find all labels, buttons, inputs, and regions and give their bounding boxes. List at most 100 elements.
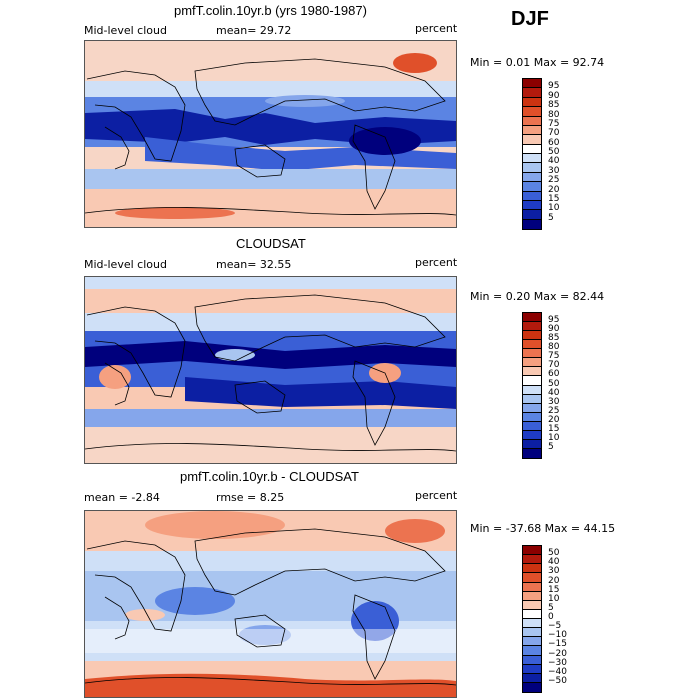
colorbar-tick-label: 90 [548,90,560,101]
colorbar-swatch [523,331,541,341]
colorbar-tick-label: 70 [548,360,560,371]
colorbar-tick-label: 60 [548,369,560,380]
colorbar-tick-label: −40 [548,666,567,677]
colorbar-swatch [523,358,541,368]
colorbar-tick-label: 15 [548,423,560,434]
panel-2-colorbar [522,312,542,459]
colorbar-tick-label: 40 [548,156,560,167]
colorbar-swatch [523,219,541,229]
colorbar-swatch [523,394,541,404]
colorbar-swatch [523,421,541,431]
colorbar-tick-label: 30 [548,165,560,176]
colorbar-swatch [523,664,541,674]
colorbar-tick-label: 5 [548,602,554,613]
colorbar-swatch [523,439,541,449]
colorbar-swatch [523,340,541,350]
colorbar-swatch [523,655,541,665]
colorbar-swatch [523,564,541,574]
colorbar-swatch [523,107,541,117]
panel-3-units-label: percent [415,489,458,502]
colorbar-tick-label: 5 [548,212,554,223]
colorbar-tick-label: 10 [548,203,560,214]
colorbar-tick-label: 95 [548,81,560,92]
colorbar-tick-label: 75 [548,118,560,129]
colorbar-tick-label: −20 [548,648,567,659]
colorbar-tick-label: 70 [548,128,560,139]
colorbar-swatch [523,182,541,192]
colorbar-swatch [523,637,541,647]
colorbar-swatch [523,376,541,386]
colorbar-tick-label: 10 [548,432,560,443]
colorbar-tick-label: −10 [548,630,567,641]
colorbar-tick-label: 85 [548,333,560,344]
colorbar-swatch [523,163,541,173]
panel-1-variable-label: Mid-level cloud [84,24,167,37]
colorbar-tick-label: 85 [548,100,560,111]
panel-1-units-label: percent [415,22,458,35]
colorbar-tick-label: 15 [548,584,560,595]
colorbar-swatch [523,125,541,136]
colorbar-tick-label: 60 [548,137,560,148]
colorbar-swatch [523,116,541,126]
panel-1-title: pmfT.colin.10yr.b (yrs 1980-1987) [174,3,367,18]
colorbar-swatch [523,600,541,610]
colorbar-tick-label: 25 [548,175,560,186]
panel-3-rmse-label: rmse = 8.25 [216,491,285,504]
colorbar-swatch [523,403,541,413]
colorbar-swatch [523,646,541,656]
colorbar-swatch [523,135,541,145]
colorbar-swatch [523,144,541,154]
colorbar-tick-label: 80 [548,342,560,353]
colorbar-tick-label: 25 [548,405,560,416]
colorbar-tick-label: 50 [548,378,560,389]
colorbar-swatch [523,430,541,440]
season-label: DJF [511,8,549,30]
colorbar-tick-label: 75 [548,351,560,362]
colorbar-swatch [523,322,541,332]
colorbar-tick-label: −50 [548,675,567,686]
colorbar-tick-label: 50 [548,147,560,157]
colorbar-tick-label: 90 [548,324,560,335]
colorbar-swatch [523,154,541,164]
panel-1-mean-label: mean= 29.72 [216,24,292,37]
panel-2-title: CLOUDSAT [236,236,306,251]
colorbar-tick-label: 0 [548,612,554,622]
colorbar-swatch [523,582,541,592]
panel-2-minmax: Min = 0.20 Max = 82.44 [470,290,605,303]
colorbar-swatch [523,88,541,98]
panel-2-map [84,276,457,464]
panel-2-variable-label: Mid-level cloud [84,258,167,271]
colorbar-swatch [523,628,541,638]
colorbar-swatch [523,367,541,377]
colorbar-swatch [523,673,541,683]
colorbar-swatch [523,385,541,395]
panel-3-colorbar [522,545,542,693]
colorbar-swatch [523,619,541,629]
colorbar-tick-label: −30 [548,657,567,668]
colorbar-tick-label: 40 [548,557,560,568]
colorbar-swatch [523,191,541,201]
panel-1-colorbar [522,78,542,230]
colorbar-swatch [523,682,541,692]
colorbar-tick-label: 10 [548,593,560,604]
colorbar-swatch [523,313,541,323]
panel-3-map [84,510,457,698]
colorbar-tick-label: −5 [548,621,562,632]
colorbar-tick-label: 5 [548,441,554,452]
colorbar-tick-label: 20 [548,414,560,425]
panel-1-minmax: Min = 0.01 Max = 92.74 [470,56,605,69]
panel-1-map [84,40,457,228]
colorbar-swatch [523,412,541,422]
colorbar-swatch [523,448,541,458]
colorbar-swatch [523,172,541,183]
colorbar-tick-label: 15 [548,193,560,204]
colorbar-tick-label: 80 [548,109,560,120]
colorbar-swatch [523,210,541,220]
colorbar-tick-label: 95 [548,315,560,326]
colorbar-tick-label: 40 [548,387,560,398]
colorbar-tick-label: 50 [548,548,560,559]
colorbar-swatch [523,573,541,583]
colorbar-tick-label: 20 [548,184,560,195]
colorbar-swatch [523,200,541,211]
colorbar-swatch [523,79,541,89]
